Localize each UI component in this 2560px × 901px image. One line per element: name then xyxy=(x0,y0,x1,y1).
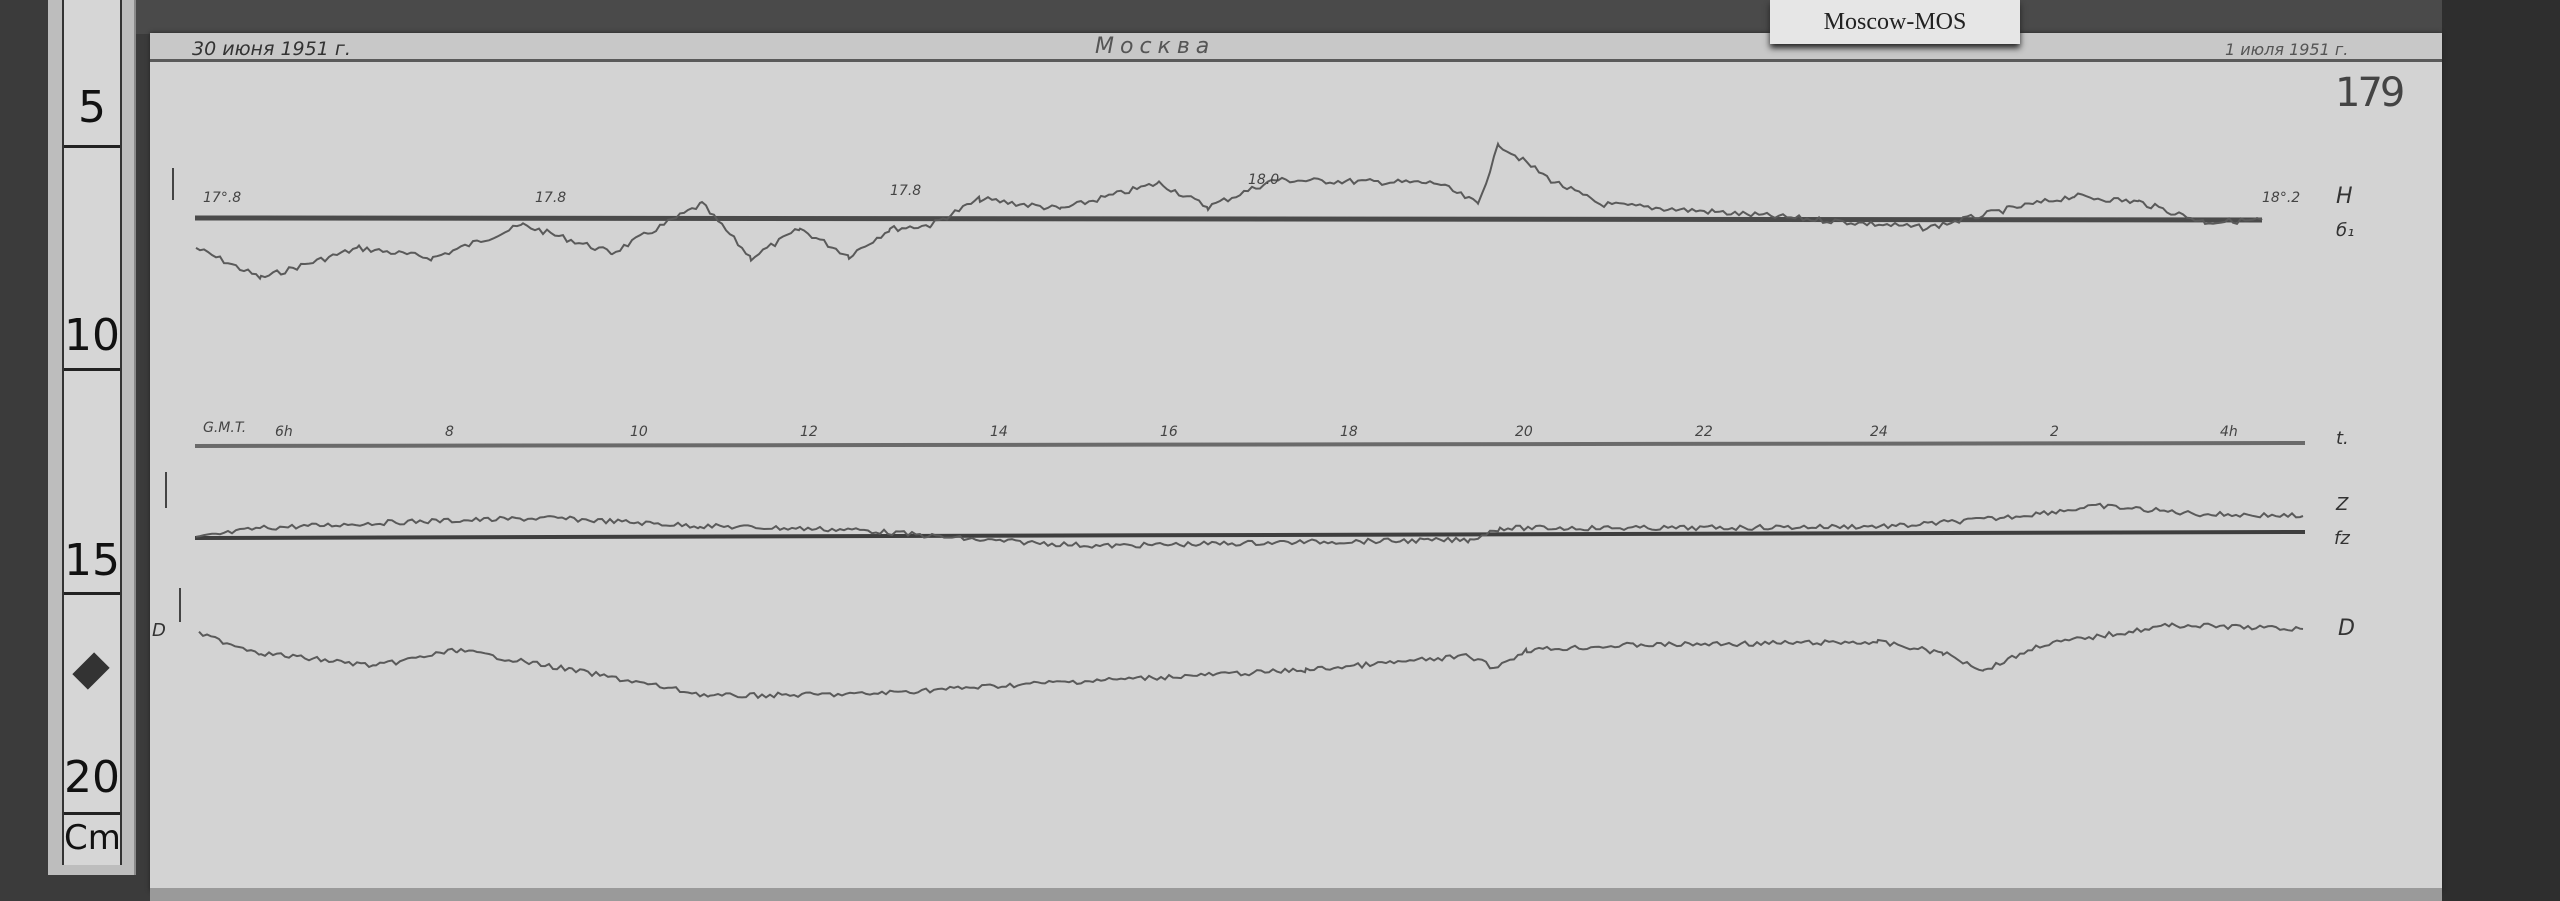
time-tick-label: 6h xyxy=(275,424,293,440)
h-scale-label: 17.8 xyxy=(535,190,567,206)
header-strip xyxy=(150,33,2442,62)
d-left-label: D xyxy=(152,620,166,641)
time-tick-label: 16 xyxy=(1160,424,1178,440)
h-scale-label: 17.8 xyxy=(890,183,922,199)
h-trace xyxy=(195,141,2263,281)
ruler-mark-5: 5 xyxy=(78,82,106,133)
time-tick-label: 2 xyxy=(2050,424,2059,440)
z-label: Z xyxy=(2336,494,2349,515)
h-scale-label: 18.0 xyxy=(1248,172,1280,188)
magnetogram-sheet xyxy=(150,33,2442,891)
time-tick-label: 24 xyxy=(1870,424,1888,440)
time-axis-line xyxy=(194,441,2306,448)
ruler-line xyxy=(64,812,120,815)
time-axis-label: G.M.T. xyxy=(203,420,247,436)
time-tick-label: 22 xyxy=(1695,424,1713,440)
h-scale-label: 17°.8 xyxy=(203,190,242,206)
ruler-line xyxy=(64,368,120,371)
time-tick-label: 20 xyxy=(1515,424,1533,440)
ruler-line xyxy=(64,145,120,148)
centimeter-ruler: 5 10 15 20 Cm xyxy=(48,0,136,875)
board-edge xyxy=(2442,0,2560,901)
z-baseline-label: fz xyxy=(2334,528,2350,549)
h-scale-label: 18°.2 xyxy=(2262,190,2301,206)
time-line-label: t. xyxy=(2336,428,2349,449)
time-tick-label: 12 xyxy=(800,424,818,440)
sheet-number: 179 xyxy=(2335,70,2405,116)
d-label: D xyxy=(2338,616,2355,641)
sheet-bottom-edge xyxy=(150,888,2442,901)
d-trace xyxy=(198,622,2304,700)
time-tick-label: 10 xyxy=(630,424,648,440)
station-name: Москва xyxy=(1095,34,1216,59)
board-background xyxy=(130,0,2560,34)
time-tick-label: 18 xyxy=(1340,424,1358,440)
ruler-mark-15: 15 xyxy=(64,535,120,586)
h-label: H xyxy=(2336,184,2353,209)
time-tick-label: 8 xyxy=(445,424,454,440)
station-label-card: Moscow-MOS xyxy=(1770,0,2020,44)
h-baseline xyxy=(194,215,2263,223)
h-baseline-label: б₁ xyxy=(2336,220,2355,241)
time-tick-label: 4h xyxy=(2220,424,2238,440)
time-tick-label: 14 xyxy=(990,424,1008,440)
ruler-mark-10: 10 xyxy=(64,310,120,361)
z-baseline xyxy=(194,530,2306,540)
end-date: 1 июля 1951 г. xyxy=(2225,40,2349,59)
ruler-unit: Cm xyxy=(64,818,121,858)
start-date: 30 июня 1951 г. xyxy=(192,38,351,60)
z-trace xyxy=(195,502,2304,549)
ruler-mark-20: 20 xyxy=(64,752,120,803)
ruler-line xyxy=(64,592,120,595)
